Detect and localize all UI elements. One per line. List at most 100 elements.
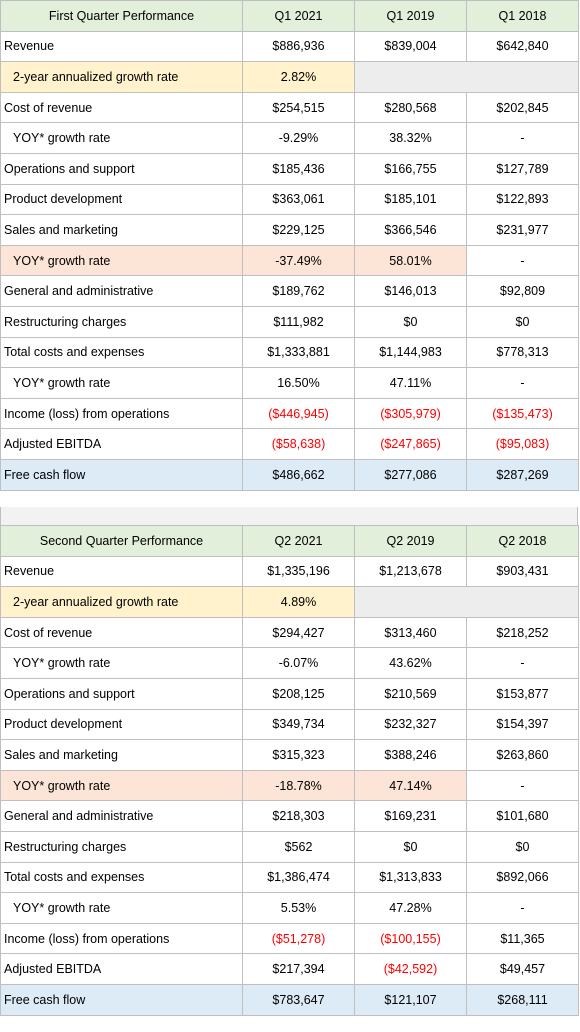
row-label: Operations and support: [0, 152, 243, 185]
cell-value: -: [466, 769, 579, 802]
table-header-row: Second Quarter Performance Q2 2021 Q2 20…: [0, 525, 579, 557]
row-label: 2-year annualized growth rate: [0, 61, 243, 93]
table-header-row: First Quarter Performance Q1 2021 Q1 201…: [0, 0, 579, 32]
cell-value: $886,936: [242, 30, 355, 63]
cell-value: 5.53%: [242, 892, 355, 924]
cell-value: $277,086: [354, 458, 467, 491]
row-label: Total costs and expenses: [0, 861, 243, 894]
table-row-cost-of-revenue: Cost of revenue $294,427 $313,460 $218,2…: [0, 616, 579, 649]
cell-value: 58.01%: [354, 244, 467, 277]
cell-value: $1,386,474: [242, 861, 355, 894]
cell-value: -: [466, 367, 579, 399]
table-row-revenue: Revenue $886,936 $839,004 $642,840: [0, 30, 579, 63]
table-row-yoy: YOY* growth rate -6.07% 43.62% -: [0, 647, 579, 679]
row-label: Total costs and expenses: [0, 336, 243, 369]
table-row-yoy: YOY* growth rate -18.78% 47.14% -: [0, 769, 579, 802]
table-row-yoy: YOY* growth rate 5.53% 47.28% -: [0, 892, 579, 924]
cell-value: $839,004: [354, 30, 467, 63]
row-label: Adjusted EBITDA: [0, 953, 243, 985]
row-label: Revenue: [0, 555, 243, 588]
cell-value: $0: [466, 830, 579, 863]
cell-value: -: [466, 892, 579, 924]
cell-value: $122,893: [466, 183, 579, 216]
cell-value: $208,125: [242, 677, 355, 710]
table-row-free-cash-flow: Free cash flow $486,662 $277,086 $287,26…: [0, 458, 579, 491]
cell-value: 47.28%: [354, 892, 467, 924]
cell-value: 4.89%: [242, 586, 355, 618]
cell-value: $153,877: [466, 677, 579, 710]
row-label: Free cash flow: [0, 458, 243, 491]
table-row-free-cash-flow: Free cash flow $783,647 $121,107 $268,11…: [0, 983, 579, 1016]
cell-value: $185,101: [354, 183, 467, 216]
cell-value: ($305,979): [354, 397, 467, 430]
column-header: Q2 2021: [242, 525, 355, 557]
table-row-income-operations: Income (loss) from operations ($446,945)…: [0, 397, 579, 430]
table-row-operations-support: Operations and support $208,125 $210,569…: [0, 677, 579, 710]
row-label: Cost of revenue: [0, 616, 243, 649]
column-header: Q2 2019: [354, 525, 467, 557]
table-row-restructuring: Restructuring charges $562 $0 $0: [0, 830, 579, 863]
table-row-restructuring: Restructuring charges $111,982 $0 $0: [0, 305, 579, 338]
cell-value: $92,809: [466, 275, 579, 307]
cell-value: $185,436: [242, 152, 355, 185]
row-label: YOY* growth rate: [0, 244, 243, 277]
cell-value: $189,762: [242, 275, 355, 307]
row-label: Sales and marketing: [0, 214, 243, 246]
row-label: Sales and marketing: [0, 739, 243, 771]
cell-value: $1,333,881: [242, 336, 355, 369]
table-title: First Quarter Performance: [0, 0, 243, 32]
column-header: Q1 2021: [242, 0, 355, 32]
row-label: Restructuring charges: [0, 830, 243, 863]
row-label: Adjusted EBITDA: [0, 428, 243, 460]
row-label: Revenue: [0, 30, 243, 63]
cell-value: $217,394: [242, 953, 355, 985]
cell-value: ($95,083): [466, 428, 579, 460]
cell-value: $218,252: [466, 616, 579, 649]
table-row-product-development: Product development $363,061 $185,101 $1…: [0, 183, 579, 216]
empty-cell: [354, 586, 579, 618]
table-row-general-admin: General and administrative $189,762 $146…: [0, 275, 579, 307]
cell-value: ($135,473): [466, 397, 579, 430]
cell-value: $778,313: [466, 336, 579, 369]
cell-value: $121,107: [354, 983, 467, 1016]
q2-performance-table: Second Quarter Performance Q2 2021 Q2 20…: [0, 525, 579, 1016]
table-row-total-costs: Total costs and expenses $1,386,474 $1,3…: [0, 861, 579, 894]
cell-value: $101,680: [466, 800, 579, 832]
empty-cell: [354, 61, 579, 93]
row-label: Income (loss) from operations: [0, 922, 243, 955]
cell-value: 43.62%: [354, 647, 467, 679]
cell-value: ($42,592): [354, 953, 467, 985]
row-label: General and administrative: [0, 275, 243, 307]
cell-value: $49,457: [466, 953, 579, 985]
cell-value: $0: [354, 305, 467, 338]
table-row-cost-of-revenue: Cost of revenue $254,515 $280,568 $202,8…: [0, 91, 579, 124]
row-label: Operations and support: [0, 677, 243, 710]
row-label: YOY* growth rate: [0, 122, 243, 154]
table-title: Second Quarter Performance: [0, 525, 243, 557]
cell-value: $154,397: [466, 708, 579, 741]
cell-value: $202,845: [466, 91, 579, 124]
table-row-product-development: Product development $349,734 $232,327 $1…: [0, 708, 579, 741]
column-header: Q1 2019: [354, 0, 467, 32]
table-row-growth-2y: 2-year annualized growth rate 2.82%: [0, 61, 579, 93]
cell-value: $166,755: [354, 152, 467, 185]
cell-value: $562: [242, 830, 355, 863]
row-label: 2-year annualized growth rate: [0, 586, 243, 618]
table-row-operations-support: Operations and support $185,436 $166,755…: [0, 152, 579, 185]
table-row-sales-marketing: Sales and marketing $315,323 $388,246 $2…: [0, 739, 579, 771]
row-label: Product development: [0, 708, 243, 741]
cell-value: $1,213,678: [354, 555, 467, 588]
table-row-income-operations: Income (loss) from operations ($51,278) …: [0, 922, 579, 955]
row-label: YOY* growth rate: [0, 769, 243, 802]
cell-value: $11,365: [466, 922, 579, 955]
cell-value: $315,323: [242, 739, 355, 771]
cell-value: -: [466, 647, 579, 679]
cell-value: $263,860: [466, 739, 579, 771]
cell-value: $146,013: [354, 275, 467, 307]
cell-value: $232,327: [354, 708, 467, 741]
table-row-adjusted-ebitda: Adjusted EBITDA ($58,638) ($247,865) ($9…: [0, 428, 579, 460]
cell-value: $0: [466, 305, 579, 338]
cell-value: $892,066: [466, 861, 579, 894]
cell-value: $642,840: [466, 30, 579, 63]
cell-value: ($446,945): [242, 397, 355, 430]
